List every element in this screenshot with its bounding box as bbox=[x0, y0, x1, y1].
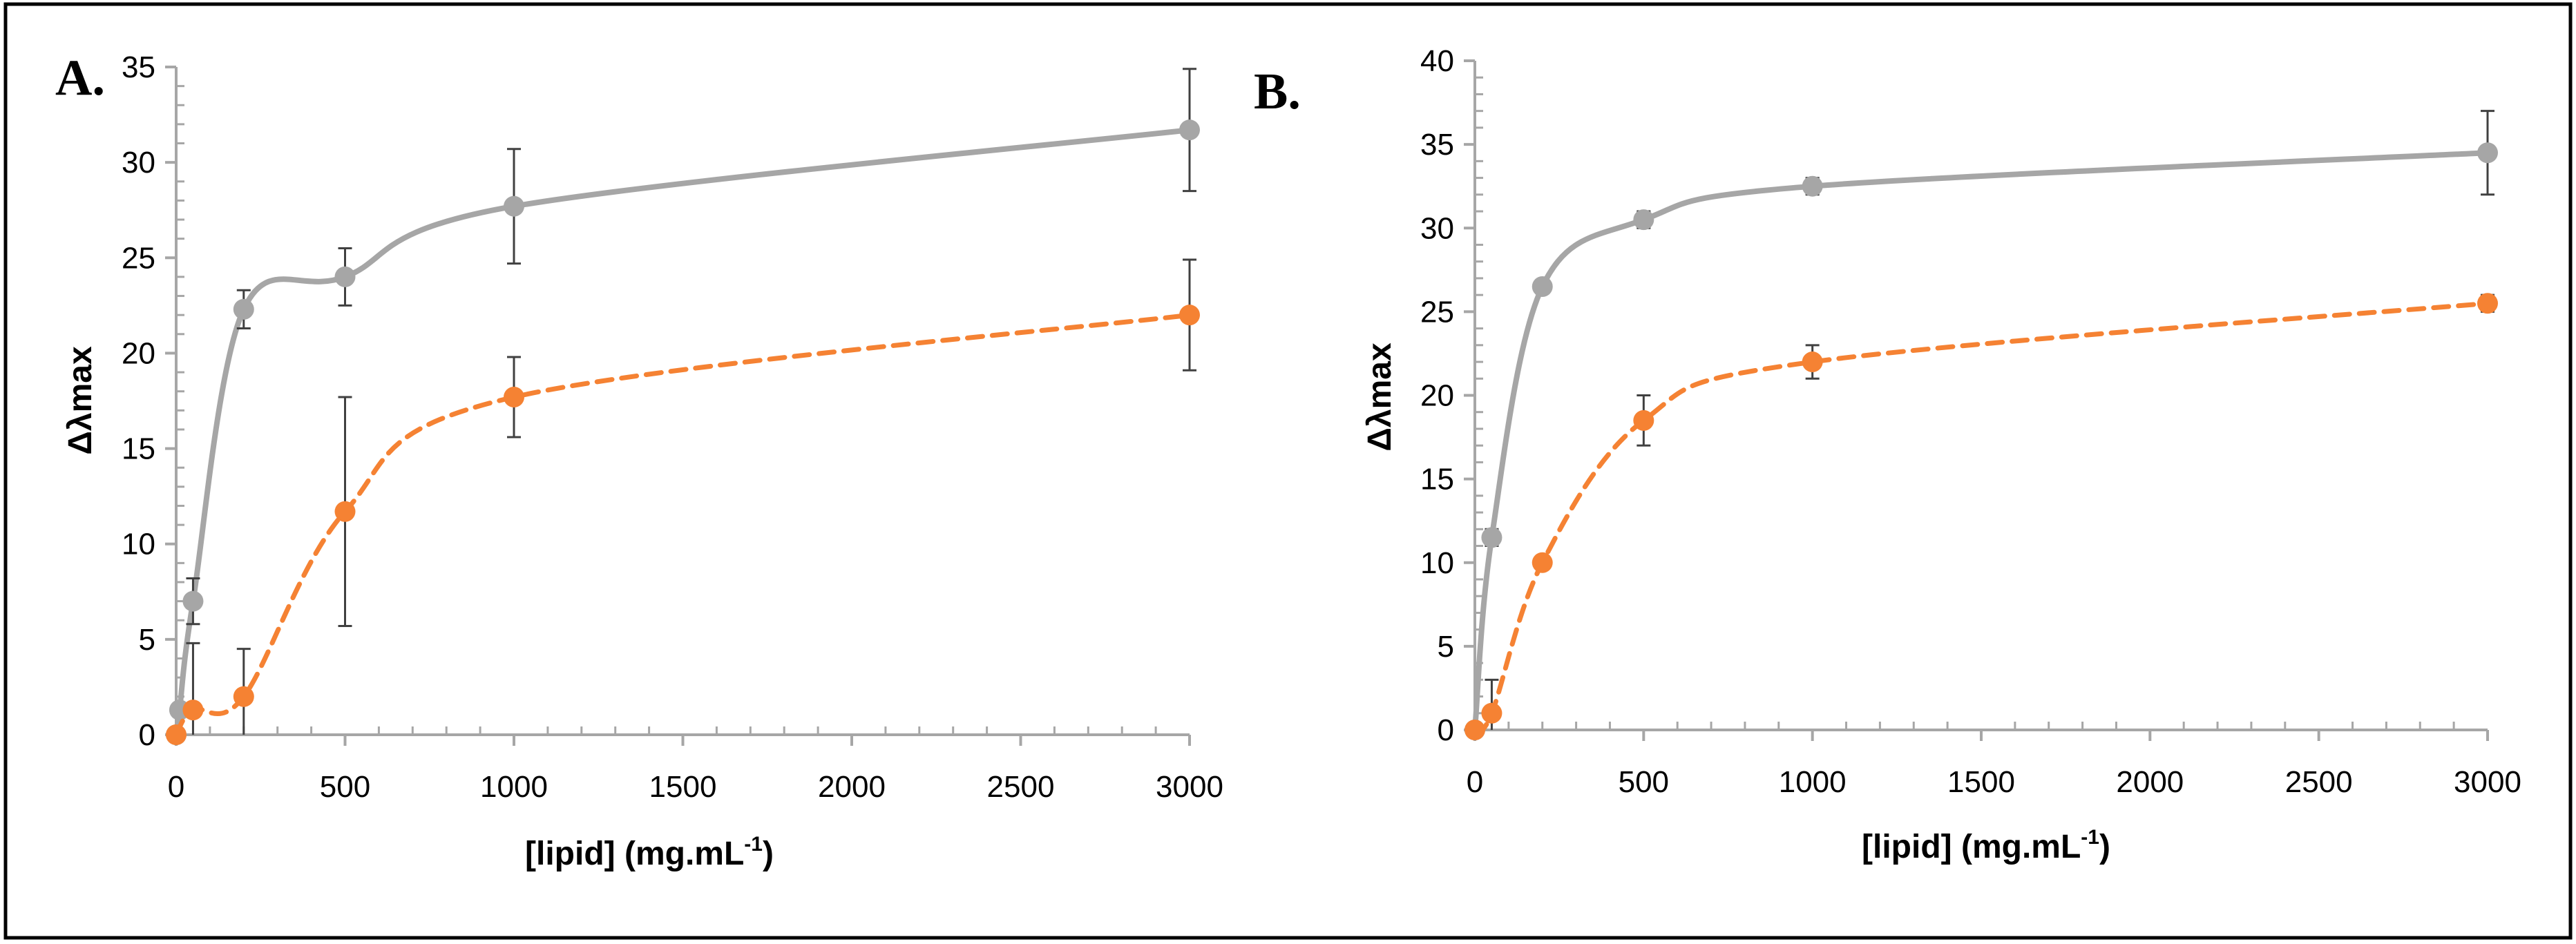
panel-a-series-orange-point bbox=[334, 501, 356, 522]
panel-b-x-tick-label: 500 bbox=[1619, 765, 1669, 799]
panel-a-series-gray-line bbox=[173, 127, 1192, 738]
panel-a-x-axis-title-main: [lipid] (mg.mL bbox=[525, 836, 744, 872]
panel-a-label: A. bbox=[55, 50, 105, 106]
panel-a-y-tick-label: 0 bbox=[139, 718, 155, 752]
panel-a-series-orange-line bbox=[173, 312, 1192, 738]
panel-b-x-axis-title: [lipid] (mg.mL-1) bbox=[1862, 826, 2110, 865]
panel-a-x-tick-label: 2000 bbox=[818, 770, 886, 804]
panel-b-series-gray-point bbox=[1633, 209, 1654, 231]
panel-a-y-tick-label: 25 bbox=[122, 241, 155, 275]
figure-frame bbox=[3, 2, 2573, 940]
panel-b-series-gray-point bbox=[2477, 142, 2498, 164]
panel-a-x-axis-title-superscript: -1 bbox=[744, 833, 763, 856]
panel-b-series-orange-point bbox=[1464, 720, 1485, 740]
panel-b-series-gray-point bbox=[1802, 175, 1823, 197]
panel-b-x-tick-label: 2000 bbox=[2116, 765, 2184, 799]
panel-a-series-gray-point bbox=[182, 590, 204, 612]
panel-a: A. Δλmax [lipid] (mg.mL-1) 0 5 10 15 20 25 30 3… bbox=[55, 50, 1223, 872]
panel-a-series-orange-point bbox=[1179, 305, 1200, 326]
panel-b-x-axis-title-superscript: -1 bbox=[2081, 826, 2099, 849]
panel-a-series-orange-point bbox=[504, 386, 524, 407]
panel-a-y-tick-label: 30 bbox=[122, 146, 155, 180]
panel-a-y-axis-title: Δλmax bbox=[62, 346, 99, 455]
panel-a-x-axis-title: [lipid] (mg.mL-1) bbox=[525, 833, 774, 872]
panel-b-y-tick-label: 0 bbox=[1438, 713, 1454, 747]
panel-b-y-axis-title: Δλmax bbox=[1362, 343, 1398, 452]
panel-a-y-tick-label: 15 bbox=[122, 432, 155, 466]
panel-b-y-tick-label: 15 bbox=[1420, 463, 1454, 497]
panel-a-x-tick-label: 3000 bbox=[1156, 770, 1223, 804]
panel-b-x-tick-label: 0 bbox=[1467, 765, 1483, 799]
panel-b-x-axis-title-close: ) bbox=[2099, 829, 2110, 865]
panel-a-series-gray-point bbox=[504, 195, 524, 217]
panel-a-series-orange-point bbox=[233, 686, 254, 707]
panel-a-plot-area: 0 5 10 15 20 25 30 35 0 500 1000 1500 2000 2500 3000 bbox=[122, 50, 1223, 804]
panel-b-y-tick-label: 10 bbox=[1420, 546, 1454, 580]
panel-b-series-orange-point bbox=[1633, 410, 1654, 431]
panel-a-series-gray-point bbox=[334, 266, 356, 287]
panel-a-series-orange-point bbox=[166, 724, 187, 745]
panel-b-x-axis-title-main: [lipid] (mg.mL bbox=[1862, 829, 2081, 865]
panel-a-x-axis-title-close: ) bbox=[763, 836, 774, 872]
panel-a-series-gray-point bbox=[233, 298, 254, 320]
panel-b-y-tick-label: 35 bbox=[1420, 128, 1454, 162]
panel-b-y-tick-label: 40 bbox=[1420, 44, 1454, 78]
panel-a-y-tick-label: 20 bbox=[122, 336, 155, 370]
panel-b-series-orange-point bbox=[1802, 351, 1823, 373]
panel-b-y-tick-label: 20 bbox=[1420, 379, 1454, 413]
panel-b-x-tick-label: 3000 bbox=[2454, 765, 2521, 799]
panel-a-series-orange-point bbox=[182, 700, 204, 721]
panel-b-series-gray-point bbox=[1481, 527, 1502, 548]
panel-b-y-tick-label: 30 bbox=[1420, 211, 1454, 245]
panel-a-x-tick-label: 500 bbox=[320, 770, 370, 804]
panel-a-x-tick-label: 0 bbox=[168, 770, 184, 804]
panel-b-y-tick-label: 25 bbox=[1420, 295, 1454, 329]
panel-b-y-tick-label: 5 bbox=[1438, 630, 1454, 664]
panel-b-series-orange-point bbox=[1532, 552, 1553, 573]
panel-b-x-tick-label: 1000 bbox=[1779, 765, 1847, 799]
panel-b-x-tick-label: 1500 bbox=[1947, 765, 2015, 799]
panel-a-y-tick-label: 5 bbox=[139, 623, 155, 657]
panel-b-label: B. bbox=[1254, 64, 1301, 120]
panel-b-series-orange-point bbox=[1481, 702, 1502, 724]
panel-b-plot-area: 0 5 10 15 20 25 30 35 40 0 500 1000 1500 2000 2500 3000 bbox=[1420, 44, 2521, 799]
panel-b-series-gray-point bbox=[1532, 276, 1553, 298]
panel-b-series-orange-line bbox=[1472, 300, 2490, 733]
panel-a-x-tick-label: 2500 bbox=[987, 770, 1055, 804]
panel-b-x-tick-label: 2500 bbox=[2285, 765, 2353, 799]
panel-a-series-gray-point bbox=[1179, 119, 1200, 141]
panel-b-series-orange-point bbox=[2477, 293, 2498, 314]
panel-b: B. Δλmax [lipid] (mg.mL-1) 0 5 10 15 20 25 30 3… bbox=[1254, 44, 2521, 865]
panel-a-y-tick-label: 35 bbox=[122, 50, 155, 84]
panel-a-y-tick-label: 10 bbox=[122, 528, 155, 561]
panel-a-x-tick-label: 1500 bbox=[649, 770, 717, 804]
panel-a-x-tick-label: 1000 bbox=[480, 770, 548, 804]
